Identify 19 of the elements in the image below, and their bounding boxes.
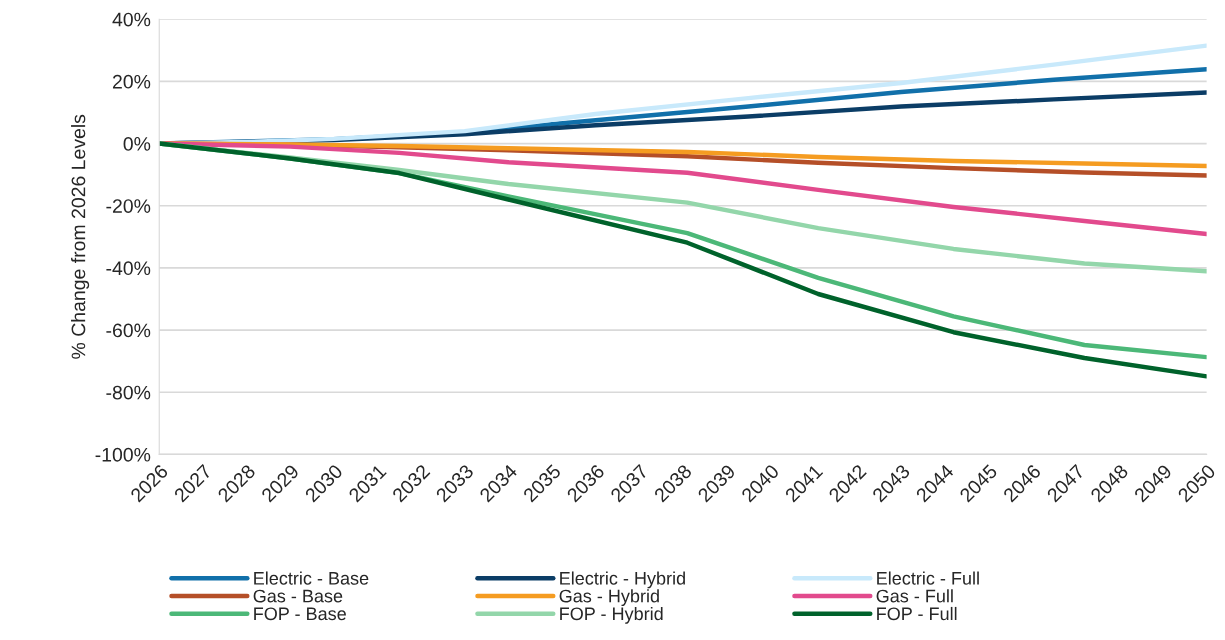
legend-label: FOP - Full <box>877 606 957 621</box>
y-tick-label: -80% <box>106 385 151 400</box>
y-tick-label: -40% <box>106 261 151 276</box>
legend-label: Electric - Base <box>254 571 369 585</box>
line-series <box>159 141 1207 237</box>
legend-label: Electric - Full <box>877 571 979 585</box>
legend-label: FOP - Hybrid <box>560 606 663 624</box>
legend-label: Gas - Base <box>253 589 343 603</box>
legend-label: Gas - Hybrid <box>559 589 659 607</box>
legend-label: Electric - Hybrid <box>560 571 685 589</box>
y-tick-label: -100% <box>95 447 151 462</box>
y-tick-label: -20% <box>106 199 151 213</box>
y-tick-label: 40% <box>112 12 151 27</box>
y-tick-label: 0% <box>123 137 151 151</box>
legend-label: Gas - Full <box>876 589 953 603</box>
y-tick-label: 20% <box>112 74 151 89</box>
y-tick-label: -60% <box>106 323 151 338</box>
legend-label: FOP - Base <box>254 607 346 621</box>
y-axis-title: % Change from 2026 Levels <box>71 114 90 359</box>
